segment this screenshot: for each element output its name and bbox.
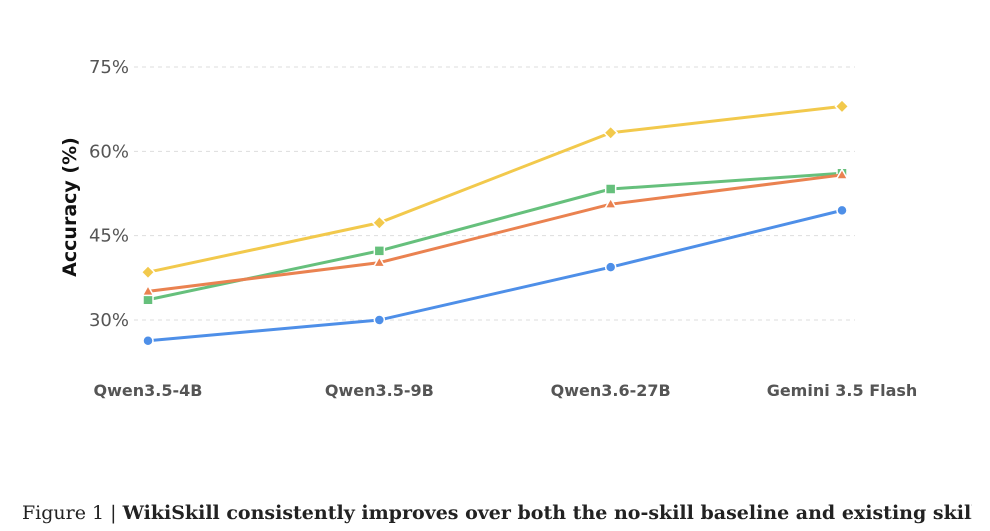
series-line — [147, 173, 843, 293]
series-skillopt — [141, 167, 849, 297]
data-point — [373, 245, 386, 257]
data-point — [142, 294, 154, 306]
series-line — [147, 171, 843, 302]
figure-caption: Figure 1 | WikiSkill consistently improv… — [22, 500, 972, 526]
data-point — [140, 264, 156, 280]
caption-bold-text: WikiSkill consistently improves over bot… — [122, 502, 972, 524]
data-point — [834, 98, 850, 114]
data-point — [603, 196, 618, 209]
series-no-skill — [142, 204, 848, 347]
x-tick-label: Qwen3.5-9B — [325, 381, 434, 400]
data-point — [835, 167, 849, 180]
y-tick-label: 45% — [89, 226, 129, 247]
grid-layer — [134, 66, 855, 321]
x-tick-label: Gemini 3.5 Flash — [767, 381, 918, 400]
y-axis-ticks: 30% 45% 60% 75% — [89, 57, 129, 331]
y-axis-label: Accuracy (%) — [59, 137, 81, 277]
data-point — [603, 125, 619, 141]
x-tick-label: Qwen3.6-27B — [551, 381, 671, 400]
data-point — [604, 183, 617, 195]
y-tick-label: 75% — [89, 57, 129, 78]
x-axis-ticks: Qwen3.5-4B Qwen3.5-9B Qwen3.6-27B Gemini 3.… — [94, 381, 918, 400]
data-point — [372, 255, 387, 268]
series-layer — [140, 98, 850, 347]
series-line — [147, 104, 843, 274]
data-point — [141, 284, 155, 297]
series-line — [147, 208, 843, 343]
y-tick-label: 30% — [89, 310, 129, 331]
caption-label: Figure 1 | — [22, 502, 123, 524]
accuracy-line-chart: 30% 45% 60% 75% Qwen3.5-4B Qwen3.5-9B Qwen3.6… — [59, 57, 918, 400]
data-point — [142, 335, 154, 347]
data-point — [604, 261, 617, 273]
data-point — [371, 215, 387, 231]
series-wikiskill — [140, 98, 850, 280]
y-tick-label: 60% — [89, 141, 129, 162]
data-point — [373, 314, 386, 326]
x-tick-label: Qwen3.5-4B — [94, 381, 203, 400]
data-point — [836, 204, 848, 217]
